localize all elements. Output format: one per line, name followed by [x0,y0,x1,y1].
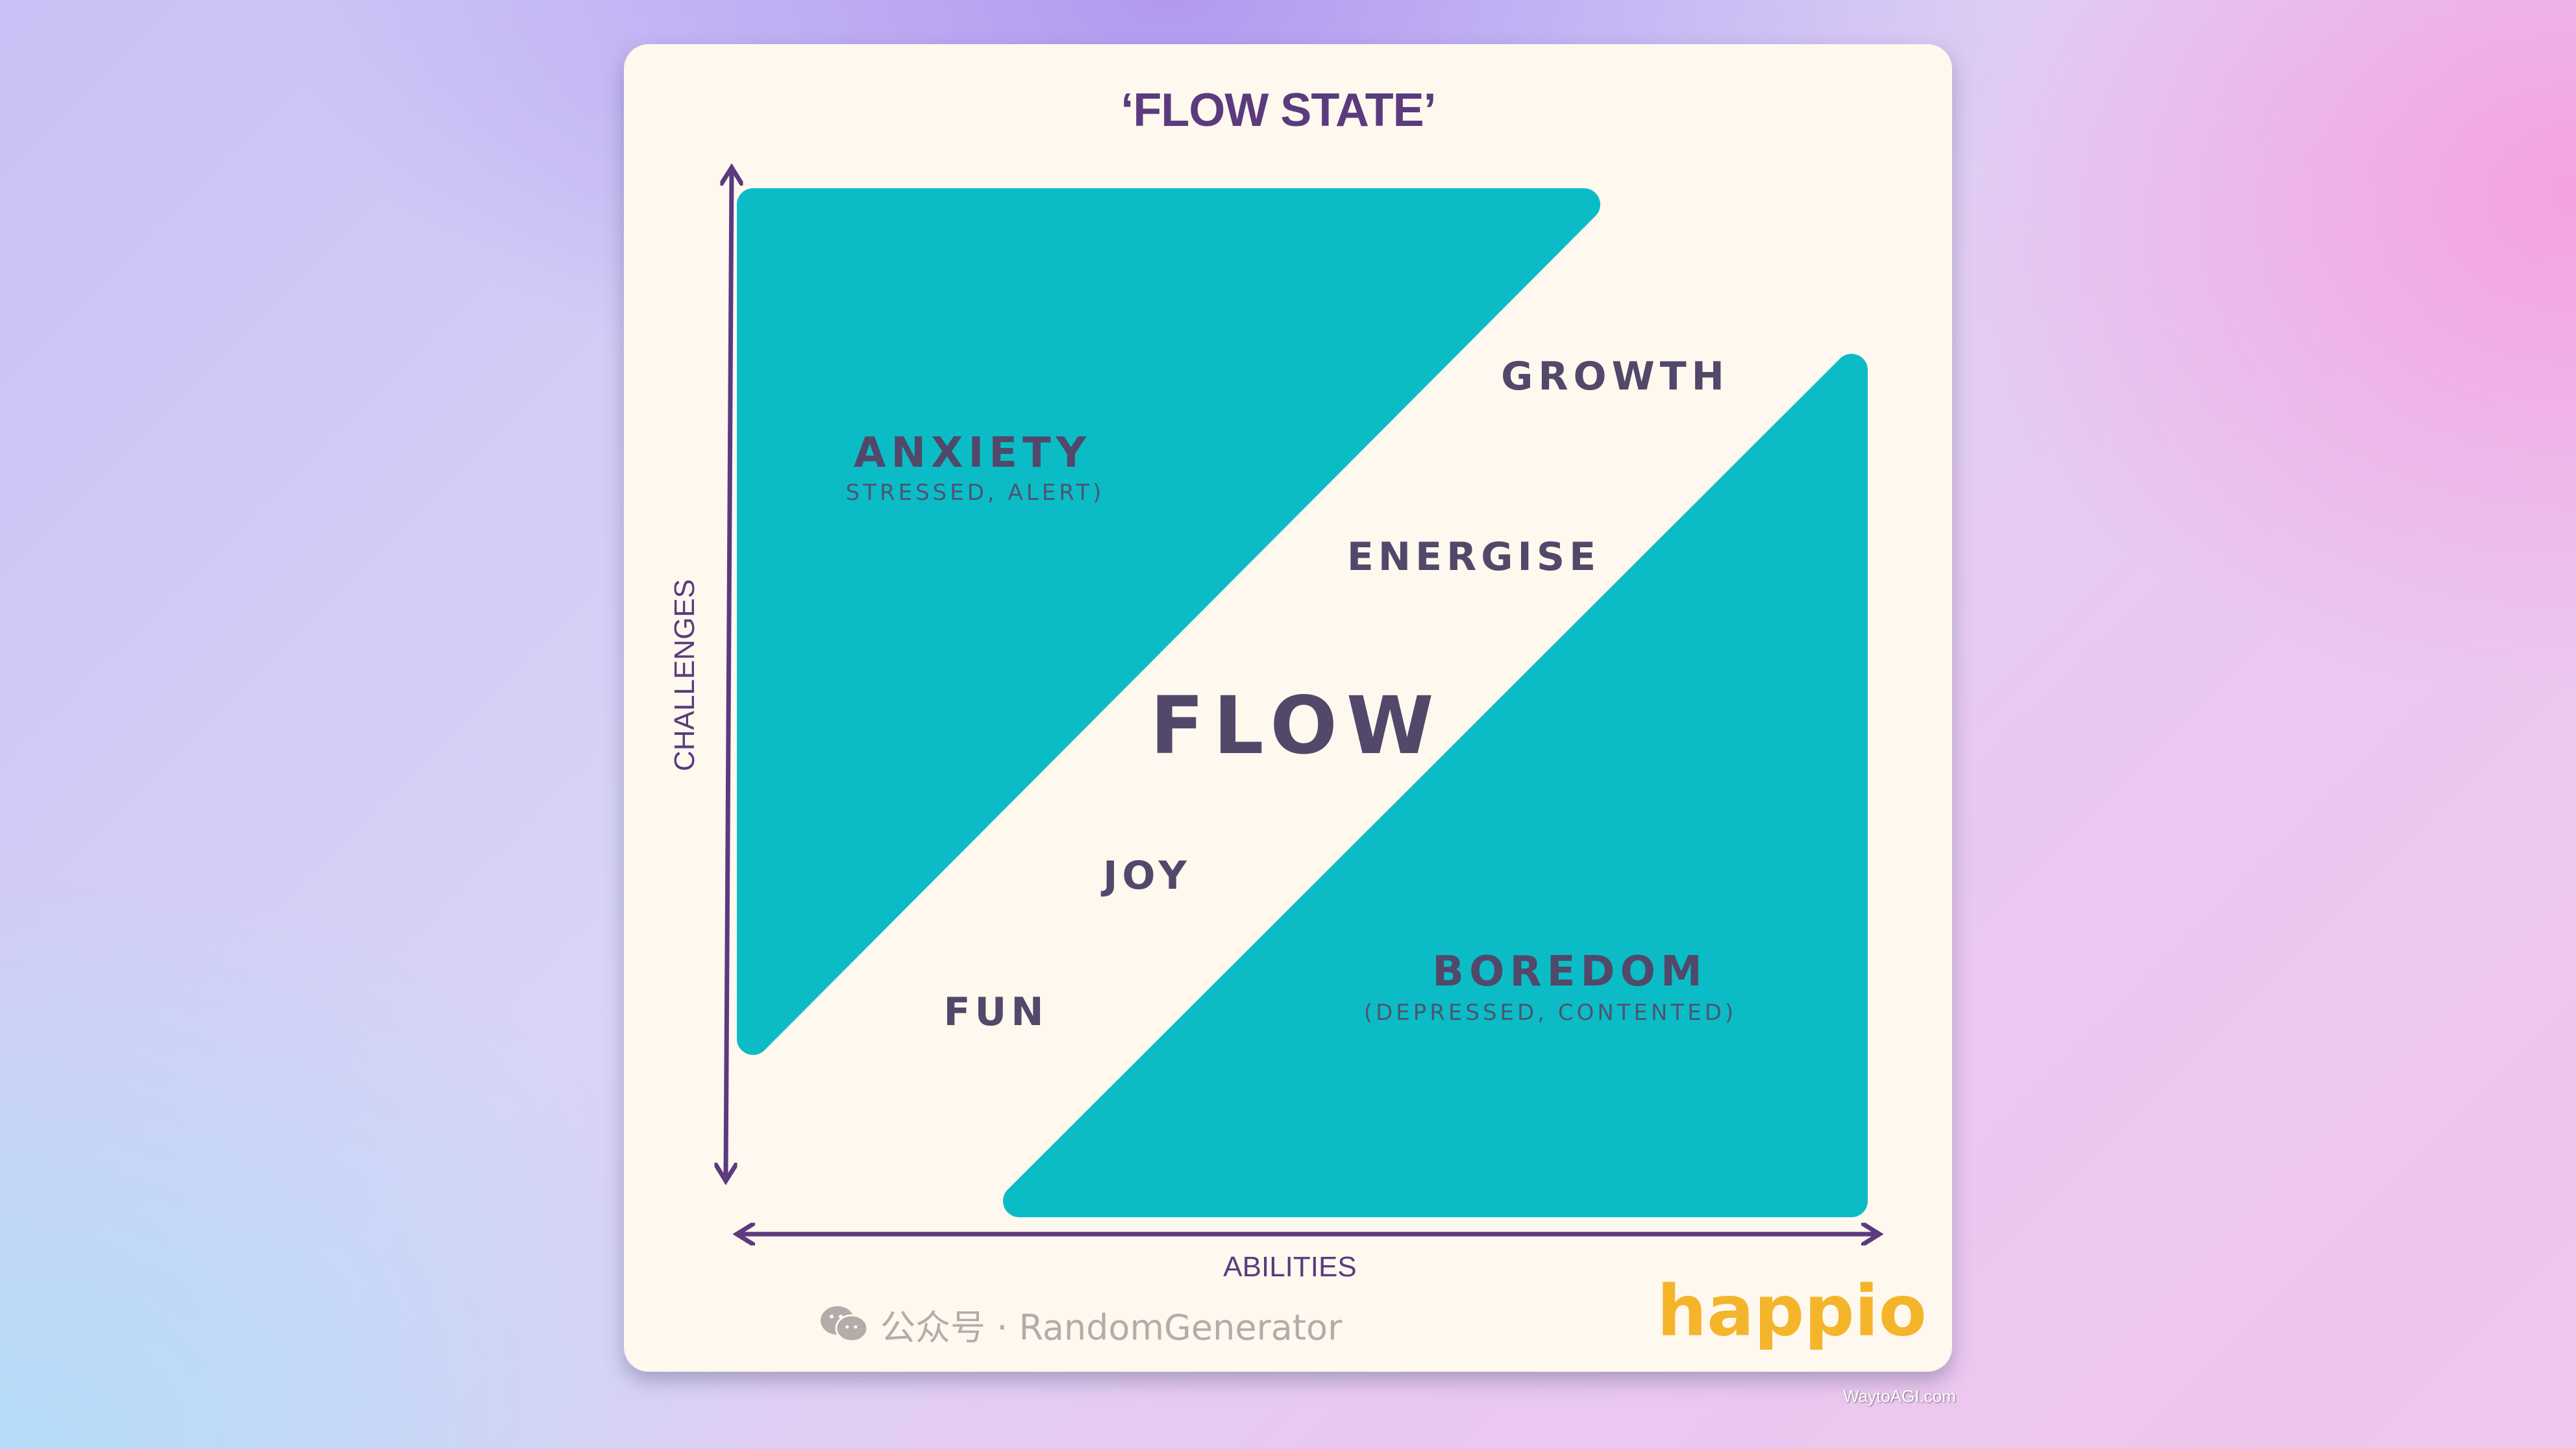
site-watermark: WaytoAGI.com [1843,1386,1956,1406]
growth-label: GROWTH [1501,354,1729,399]
challenges-axis-arrow [726,172,732,1176]
joy-label: JOY [1103,853,1191,898]
wechat-watermark: 公众号 · RandomGenerator [880,1307,1343,1348]
fun-label: FUN [943,989,1048,1035]
diagram-title: ‘FLOW STATE’ [1121,84,1436,136]
anxiety-label: ANXIETY [854,429,1091,477]
y-axis-label: CHALLENGES [669,579,700,771]
wechat-icon [819,1304,869,1345]
boredom-sublabel: (DEPRESSED, CONTENTED) [1363,1000,1737,1026]
flow-label: FLOW [1150,680,1443,772]
x-axis-label: ABILITIES [1223,1251,1357,1283]
happio-logo: happio [1657,1270,1927,1352]
energise-label: ENERGISE [1346,534,1601,580]
boredom-label: BOREDOM [1432,948,1707,996]
boredom-region [1003,354,1868,1217]
anxiety-sublabel: STRESSED, ALERT) [845,480,1105,506]
anxiety-region [737,188,1600,1055]
